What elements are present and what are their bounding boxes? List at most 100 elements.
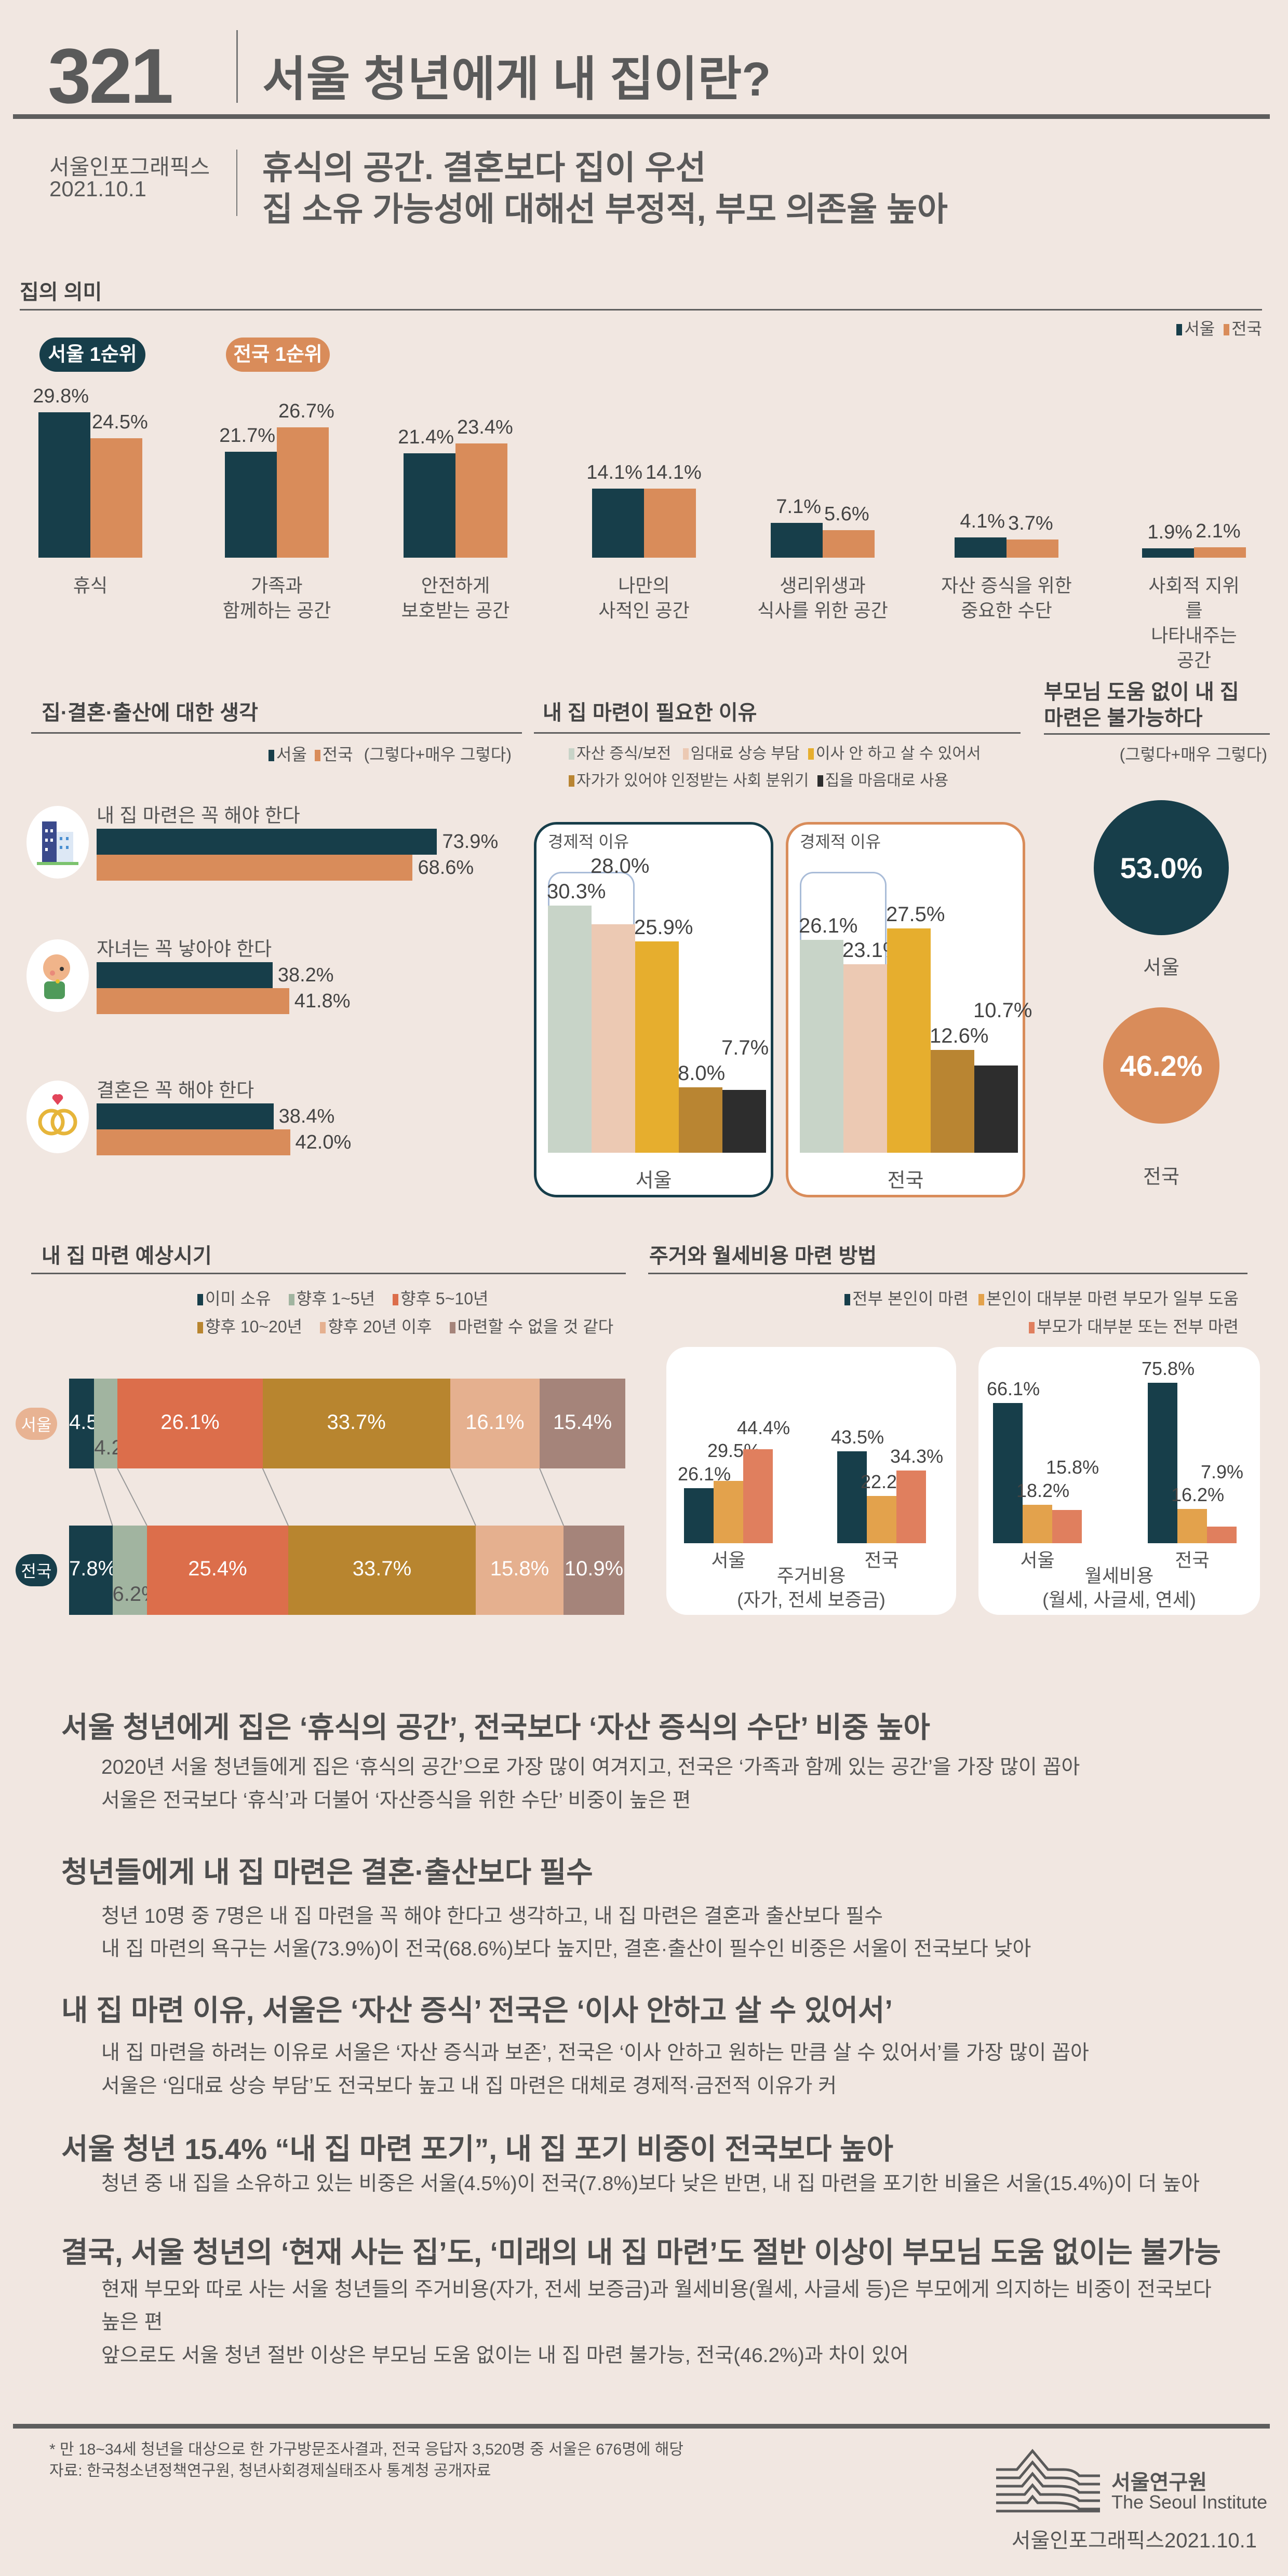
header-rule	[13, 114, 1270, 119]
timing-rule	[31, 1273, 626, 1274]
parents-title-line1: 부모님 도움 없이 내 집	[1044, 681, 1239, 704]
bar-value-label: 5.6%	[824, 503, 869, 525]
header-divider	[236, 30, 238, 103]
legend-self: 전부 본인이 마련	[852, 1289, 969, 1308]
bar-national	[90, 438, 142, 558]
legend-free-use: 집을 마음대로 사용	[825, 772, 949, 789]
bar-value-label: 73.9%	[442, 831, 499, 853]
finding-heading: 서울 청년에게 집은 ‘휴식의 공간’, 전국보다 ‘자산 증식의 수단’ 비중…	[61, 1711, 930, 1744]
seoul-circle: 53.0%	[1094, 800, 1229, 935]
stacked-segment	[564, 1526, 624, 1615]
legend-partial-help: 본인이 대부분 마련 부모가 일부 도움	[986, 1289, 1239, 1308]
bar-national	[644, 489, 696, 558]
reason-bar	[931, 1050, 974, 1153]
timing-title: 내 집 마련 예상시기	[42, 1245, 212, 1267]
segment-value-label: 7.8%	[69, 1557, 117, 1580]
timing-legend-item: 향후 5~10년	[393, 1286, 488, 1310]
bar-seoul	[1142, 548, 1194, 558]
row-label-national: 전국	[16, 1554, 57, 1586]
category-label: 사회적 지위를 나타내주는 공간	[1148, 575, 1240, 671]
timing-legend-item: 이미 소유	[197, 1286, 271, 1310]
housing-cost-title: 주거비용	[776, 1565, 846, 1586]
reasons-legend-line1: 자산 증식/보전 임대료 상승 부담 이사 안 하고 살 수 있어서	[569, 740, 981, 763]
category-label: 휴식	[73, 575, 108, 596]
legend-swatch	[288, 1294, 294, 1305]
legend-label: 이미 소유	[205, 1289, 271, 1308]
row-label-seoul: 서울	[16, 1407, 57, 1440]
panel-label: 전국	[887, 1170, 924, 1192]
finding-heading: 내 집 마련 이유, 서울은 ‘자산 증식’ 전국은 ‘이사 안하고 살 수 있…	[61, 1994, 893, 2027]
finding-text: 높은 편	[101, 2311, 163, 2334]
meaning-title: 집의 의미	[20, 281, 102, 304]
bar-value-label: 21.7%	[219, 425, 275, 447]
segment-value-label: 15.8%	[490, 1557, 549, 1580]
bar-value-label: 27.5%	[886, 903, 945, 926]
legend-parents: 부모가 대부분 또는 전부 마련	[1037, 1317, 1239, 1336]
bar-value-label: 8.0%	[678, 1062, 726, 1085]
national-circle: 46.2%	[1103, 1007, 1219, 1124]
finding-heading: 청년들에게 내 집 마련은 결혼·출산보다 필수	[61, 1856, 593, 1889]
timing-legend-row: 이미 소유 향후 1~5년 향후 5~10년	[197, 1286, 488, 1310]
funding-bar	[867, 1496, 896, 1543]
baby-icon	[26, 939, 89, 1012]
logo-korean: 서울연구원	[1111, 2471, 1207, 2494]
bar-value-label: 28.0%	[591, 855, 650, 878]
reason-bar	[592, 924, 635, 1153]
funding-bar	[743, 1449, 773, 1543]
bar-value-label: 12.6%	[930, 1024, 989, 1048]
legend-swatch	[808, 748, 814, 760]
legend-label: 향후 10~20년	[205, 1317, 303, 1336]
segment-value-label: 16.1%	[465, 1410, 525, 1434]
publisher: 서울인포그래픽스	[49, 155, 210, 179]
bar-value-label: 14.1%	[646, 462, 702, 484]
bar-seoul	[38, 412, 90, 558]
segment-value-label: 10.9%	[564, 1557, 624, 1580]
bar-value-label: 14.1%	[586, 462, 642, 484]
funding-title: 주거와 월세비용 마련 방법	[649, 1245, 877, 1267]
finding-text: 청년 10명 중 7명은 내 집 마련을 꼭 해야 한다고 생각하고, 내 집 …	[101, 1905, 883, 1927]
bar-value-label: 18.2%	[1016, 1479, 1070, 1501]
connector-line	[93, 1468, 113, 1526]
funding-bar	[1052, 1509, 1082, 1543]
legend-label: 향후 20년 이후	[328, 1317, 432, 1336]
bar-value-label: 29.8%	[33, 385, 89, 407]
reason-bar	[843, 964, 887, 1153]
badge-seoul-first: 서울 1순위	[39, 338, 145, 372]
connector-line	[539, 1468, 565, 1526]
finding-text: 서울은 ‘임대료 상승 부담’도 전국보다 높고 내 집 마련은 대체로 경제적…	[101, 2075, 837, 2097]
bar-value-label: 7.9%	[1201, 1461, 1244, 1482]
reasons-title: 내 집 마련이 필요한 이유	[543, 702, 757, 724]
publish-date: 2021.10.1	[49, 177, 146, 201]
housing-cost-sub: (자가, 전세 보증금)	[737, 1589, 886, 1610]
stacked-segment	[146, 1526, 288, 1615]
reason-bar	[635, 941, 679, 1153]
bar-national	[455, 443, 507, 558]
bar-value-label: 1.9%	[1147, 521, 1192, 544]
bar-value-label: 23.4%	[457, 416, 513, 439]
group-label: 전국	[1175, 1549, 1210, 1571]
monthly-rent-sub: (월세, 사글세, 연세)	[1042, 1589, 1196, 1610]
funding-bar	[896, 1471, 926, 1543]
category-label: 나만의 사적인 공간	[598, 575, 690, 621]
bar-value-label: 24.5%	[92, 411, 148, 433]
connector-line	[449, 1468, 476, 1526]
category-label: 가족과 함께하는 공간	[222, 575, 331, 621]
attitude-title: 집·결혼·출산에 대한 생각	[42, 702, 258, 724]
legend-swatch	[197, 1294, 203, 1305]
footnote: * 만 18~34세 청년을 대상으로 한 가구방문조사결과, 전국 응답자 3…	[49, 2441, 683, 2458]
legend-swatch	[449, 1322, 455, 1333]
timing-legend-item: 마련할 수 없을 것 같다	[449, 1314, 614, 1338]
legend-swatch	[682, 748, 689, 760]
economic-reason-label: 경제적 이유	[800, 832, 881, 851]
bar-seoul	[955, 537, 1007, 558]
finding-text: 현재 부모와 따로 사는 서울 청년들의 주거비용(자가, 전세 보증금)과 월…	[101, 2278, 1212, 2301]
stacked-segment	[94, 1379, 118, 1468]
reasons-legend-line2: 자가가 있어야 인정받는 사회 분위기 집을 마음대로 사용	[569, 767, 948, 790]
category-label: 안전하게 보호받는 공간	[401, 575, 510, 621]
bar-value-label: 44.4%	[737, 1417, 790, 1438]
bar-seoul	[97, 962, 273, 988]
finding-text: 앞으로도 서울 청년 절반 이상은 부모님 도움 없이는 내 집 마련 불가능,…	[101, 2344, 909, 2367]
bar-seoul	[771, 523, 823, 558]
timing-legend-row: 향후 10~20년 향후 20년 이후 마련할 수 없을 것 같다	[197, 1314, 613, 1338]
legend-label: 마련할 수 없을 것 같다	[457, 1317, 614, 1336]
